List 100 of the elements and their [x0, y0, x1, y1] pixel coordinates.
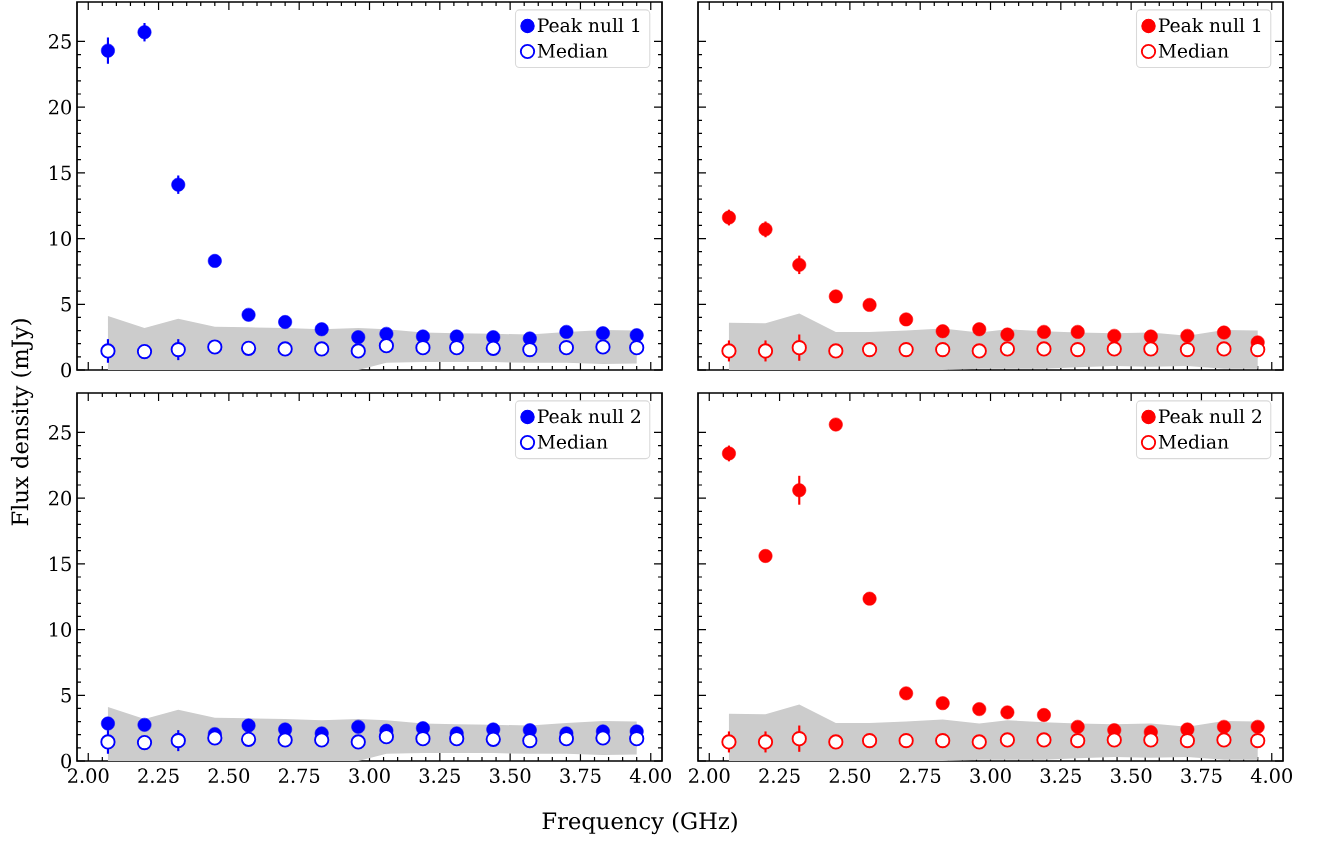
x-tick-label: 3.50	[490, 768, 531, 783]
point	[415, 340, 431, 356]
point	[862, 298, 877, 312]
point	[1036, 341, 1052, 357]
legend-label: Peak null 2	[1158, 408, 1261, 424]
x-tick-label: 3.00	[349, 768, 390, 783]
point	[1143, 341, 1159, 357]
legend-label: Median	[537, 434, 608, 449]
point	[207, 253, 222, 268]
y-tick-label: 0	[61, 753, 72, 769]
point	[999, 341, 1015, 357]
point	[241, 718, 256, 733]
legend-label: Median	[1158, 434, 1229, 449]
legend-label: Median	[537, 43, 608, 58]
point	[1216, 732, 1232, 748]
point	[378, 729, 394, 745]
x-tick-label: 3.75	[560, 768, 601, 783]
x-tick-label: 4.00	[1250, 768, 1292, 783]
point	[722, 446, 736, 461]
point	[1250, 733, 1266, 749]
point	[972, 702, 987, 717]
point	[629, 340, 645, 356]
point	[629, 731, 645, 747]
point	[350, 343, 366, 359]
point	[1179, 342, 1195, 358]
point	[101, 43, 115, 58]
y-tick-label: 25	[49, 425, 71, 440]
point	[137, 717, 152, 732]
point	[828, 417, 843, 432]
point	[1143, 732, 1159, 748]
point	[971, 343, 987, 359]
point	[522, 733, 538, 749]
y-tick-label: 15	[50, 556, 71, 572]
point	[972, 322, 987, 337]
point	[278, 315, 293, 329]
point	[721, 343, 737, 359]
point	[721, 734, 737, 750]
x-tick-label: 3.25	[419, 768, 460, 783]
point	[898, 733, 914, 749]
point	[277, 341, 293, 357]
y-tick-label: 0	[61, 362, 72, 378]
point	[1179, 733, 1195, 749]
point	[207, 730, 223, 746]
point	[828, 289, 843, 304]
point	[758, 222, 773, 237]
point	[828, 734, 844, 750]
point	[207, 339, 223, 355]
point	[722, 210, 736, 225]
x-tick-label: 2.75	[899, 768, 941, 783]
point	[999, 732, 1015, 748]
point	[1250, 342, 1266, 358]
legend-label: Peak null 1	[1158, 17, 1261, 33]
point	[559, 324, 574, 339]
point	[351, 719, 366, 734]
y-tick-label: 15	[50, 165, 71, 181]
point	[1106, 341, 1122, 357]
point	[1217, 325, 1231, 340]
x-tick-label: 2.75	[278, 768, 320, 783]
point	[758, 549, 773, 563]
y-tick-label: 20	[49, 99, 72, 115]
point	[899, 686, 914, 701]
point	[1000, 705, 1015, 720]
point	[277, 732, 293, 748]
y-tick-label: 5	[61, 688, 71, 703]
point	[596, 326, 610, 341]
x-tick-label: 2.00	[68, 768, 109, 783]
point	[485, 340, 501, 356]
point	[351, 330, 366, 345]
point	[935, 733, 951, 749]
point	[792, 483, 807, 498]
legend-label: Peak null 2	[537, 408, 640, 424]
point	[350, 734, 366, 750]
point	[791, 340, 807, 356]
y-axis-title: Flux density (mJy)	[10, 319, 34, 526]
point	[1037, 324, 1051, 339]
point	[100, 343, 116, 359]
point	[935, 696, 950, 711]
point	[757, 734, 774, 750]
point	[136, 343, 153, 360]
point	[449, 340, 465, 356]
point	[378, 338, 394, 354]
point	[415, 731, 431, 747]
point	[1106, 732, 1122, 748]
point	[828, 343, 844, 359]
point	[1000, 327, 1015, 342]
point	[240, 731, 257, 747]
point	[971, 734, 987, 750]
x-tick-label: 2.50	[829, 768, 871, 783]
point	[522, 342, 538, 358]
point	[1070, 324, 1085, 339]
x-axis-title: Frequency (GHz)	[542, 811, 737, 835]
x-tick-label: 2.50	[208, 768, 250, 783]
point	[757, 343, 774, 359]
x-tick-label: 4.00	[629, 768, 671, 783]
y-tick-label: 25	[49, 34, 71, 49]
point	[240, 340, 257, 356]
point	[558, 340, 574, 356]
x-tick-label: 2.00	[689, 768, 730, 783]
point	[595, 730, 611, 746]
point	[1036, 732, 1052, 748]
